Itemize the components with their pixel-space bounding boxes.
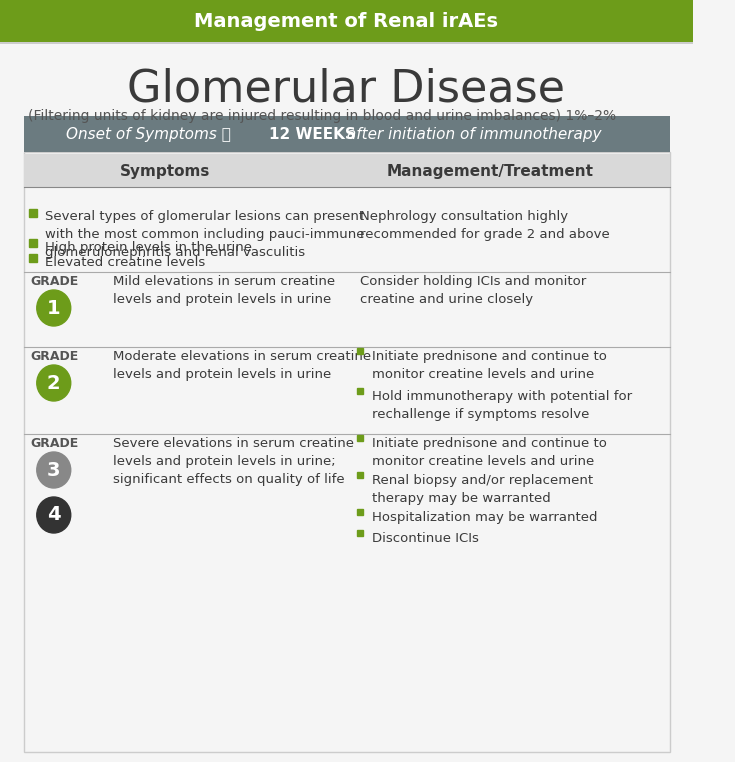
Text: Hold immunotherapy with potential for
rechallenge if symptoms resolve: Hold immunotherapy with potential for re…	[372, 390, 632, 421]
Text: Severe elevations in serum creatine
levels and protein levels in urine;
signific: Severe elevations in serum creatine leve…	[113, 437, 354, 486]
Text: Discontinue ICIs: Discontinue ICIs	[372, 532, 478, 545]
Text: Glomerular Disease: Glomerular Disease	[127, 67, 565, 110]
Text: Initiate prednisone and continue to
monitor creatine levels and urine: Initiate prednisone and continue to moni…	[372, 350, 606, 381]
Text: Several types of glomerular lesions can present
with the most common including p: Several types of glomerular lesions can …	[46, 210, 365, 259]
Text: Management/Treatment: Management/Treatment	[387, 164, 594, 178]
Text: Consider holding ICIs and monitor
creatine and urine closely: Consider holding ICIs and monitor creati…	[360, 275, 587, 306]
Text: Elevated creatine levels: Elevated creatine levels	[46, 256, 206, 269]
Circle shape	[37, 452, 71, 488]
Circle shape	[37, 290, 71, 326]
Text: Management of Renal irAEs: Management of Renal irAEs	[194, 11, 498, 30]
Text: (Filtering units of kidney are injured resulting in blood and urine imbalances) : (Filtering units of kidney are injured r…	[28, 109, 617, 123]
Text: after initiation of immunotherapy: after initiation of immunotherapy	[343, 126, 602, 142]
Text: Initiate prednisone and continue to
monitor creatine levels and urine: Initiate prednisone and continue to moni…	[372, 437, 606, 468]
Text: 1: 1	[47, 299, 60, 318]
Text: Renal biopsy and/or replacement
therapy may be warranted: Renal biopsy and/or replacement therapy …	[372, 474, 592, 505]
Text: 4: 4	[47, 505, 60, 524]
Text: Onset of Symptoms ⏱: Onset of Symptoms ⏱	[66, 126, 236, 142]
Text: 2: 2	[47, 373, 60, 392]
Text: GRADE: GRADE	[30, 275, 79, 288]
Circle shape	[37, 365, 71, 401]
Text: Symptoms: Symptoms	[120, 164, 210, 178]
Text: Mild elevations in serum creatine
levels and protein levels in urine: Mild elevations in serum creatine levels…	[113, 275, 335, 306]
Text: GRADE: GRADE	[30, 437, 79, 450]
Bar	[24, 116, 670, 152]
Bar	[24, 152, 670, 752]
Text: Nephrology consultation highly
recommended for grade 2 and above: Nephrology consultation highly recommend…	[360, 210, 610, 241]
Text: Hospitalization may be warranted: Hospitalization may be warranted	[372, 511, 597, 524]
Text: 3: 3	[47, 460, 60, 479]
Text: GRADE: GRADE	[30, 350, 79, 363]
Circle shape	[37, 497, 71, 533]
Bar	[24, 154, 670, 187]
Text: Moderate elevations in serum creatine
levels and protein levels in urine: Moderate elevations in serum creatine le…	[113, 350, 371, 381]
Bar	[0, 0, 693, 42]
Bar	[0, 42, 693, 44]
Text: 12 WEEKS: 12 WEEKS	[269, 126, 356, 142]
Text: High protein levels in the urine: High protein levels in the urine	[46, 241, 252, 254]
